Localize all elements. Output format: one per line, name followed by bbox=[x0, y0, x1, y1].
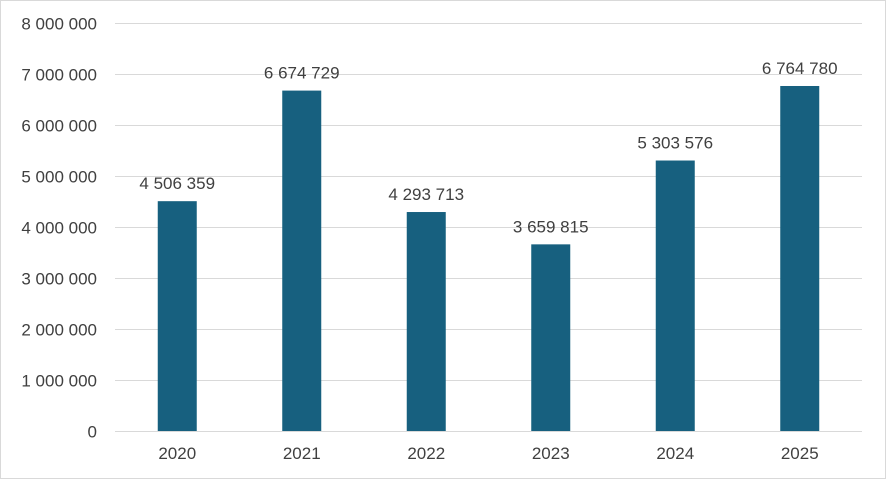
gridlines bbox=[115, 23, 862, 381]
data-label: 6 674 729 bbox=[264, 64, 340, 83]
bar bbox=[655, 160, 695, 431]
x-tick-label: 2025 bbox=[781, 444, 819, 463]
y-tick-label: 1 000 000 bbox=[21, 372, 97, 391]
x-tick-label: 2021 bbox=[283, 444, 321, 463]
y-tick-label: 4 000 000 bbox=[21, 219, 97, 238]
x-tick-label: 2020 bbox=[158, 444, 196, 463]
bar bbox=[157, 201, 197, 431]
data-label: 3 659 815 bbox=[513, 217, 589, 236]
bar bbox=[406, 212, 446, 431]
x-tick-label: 2023 bbox=[532, 444, 570, 463]
bar bbox=[282, 90, 322, 432]
x-tick-label: 2024 bbox=[656, 444, 694, 463]
data-label: 4 293 713 bbox=[388, 185, 464, 204]
y-tick-label: 6 000 000 bbox=[21, 117, 97, 136]
y-tick-label: 5 000 000 bbox=[21, 168, 97, 187]
y-tick-label: 7 000 000 bbox=[21, 66, 97, 85]
data-label: 5 303 576 bbox=[637, 134, 713, 153]
x-axis-tick-labels: 2020 2021 2022 2023 2024 2025 bbox=[158, 444, 818, 463]
bar bbox=[531, 244, 571, 431]
bars bbox=[157, 85, 820, 432]
data-label: 6 764 780 bbox=[762, 59, 838, 78]
y-tick-label: 8 000 000 bbox=[21, 15, 97, 34]
y-tick-label: 2 000 000 bbox=[21, 321, 97, 340]
y-axis-tick-labels: 0 1 000 000 2 000 000 3 000 000 4 000 000 5 0… bbox=[21, 15, 97, 442]
y-tick-label: 0 bbox=[88, 423, 97, 442]
data-labels: 4 506 359 6 674 729 4 293 713 3 659 815 5 30… bbox=[139, 59, 837, 236]
bar bbox=[780, 85, 820, 432]
data-label: 4 506 359 bbox=[139, 174, 215, 193]
x-tick-label: 2022 bbox=[407, 444, 445, 463]
y-tick-label: 3 000 000 bbox=[21, 270, 97, 289]
